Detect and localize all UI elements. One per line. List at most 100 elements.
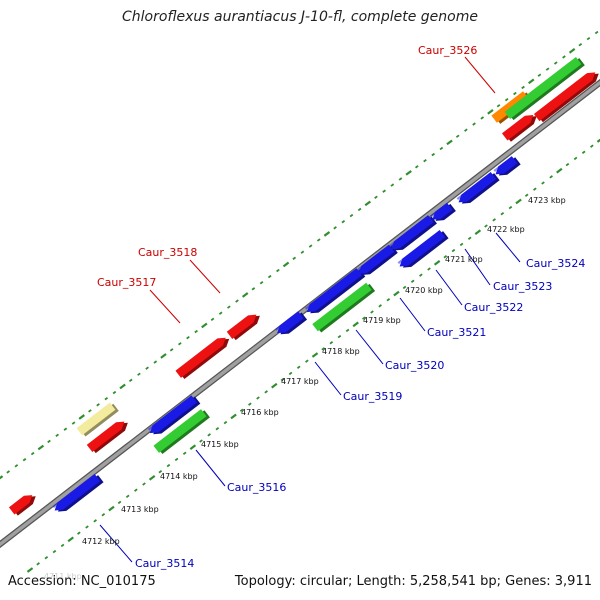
tick-mark [513, 91, 517, 96]
tick-mark [431, 152, 435, 157]
tick-mark [282, 261, 290, 268]
tick-mark [153, 360, 158, 364]
tick-mark [581, 150, 586, 154]
tick-mark [586, 36, 591, 41]
tick-mark [77, 531, 81, 535]
tick-mark [137, 372, 141, 376]
tick-mark [464, 128, 468, 132]
tick-mark [241, 292, 249, 298]
tick-mark [96, 403, 100, 407]
tick-mark [386, 298, 391, 302]
tick-mark [405, 170, 412, 176]
scale-label-4720: 4720 kbp [405, 286, 443, 295]
genome-summary-text: Topology: circular; Length: 5,258,541 bp… [234, 574, 592, 589]
tick-mark [276, 268, 280, 273]
gene-block-caur-3523[interactable] [456, 171, 500, 209]
tick-mark [472, 122, 476, 126]
tick-mark [182, 451, 187, 455]
tick-mark [402, 285, 407, 290]
gene-label-caur-3523[interactable]: Caur_3523 [493, 280, 552, 293]
gene-label-caur-3514[interactable]: Caur_3514 [135, 557, 194, 570]
callout-caur-3517 [149, 289, 181, 324]
tick-mark [524, 193, 529, 197]
gene-label-caur-3520[interactable]: Caur_3520 [385, 359, 444, 372]
tick-mark [88, 409, 92, 413]
tick-mark [305, 359, 309, 363]
tick-mark [393, 290, 400, 297]
gene-block-caur-3528[interactable] [533, 68, 600, 124]
tick-mark [248, 402, 252, 406]
tick-mark [484, 224, 488, 228]
tick-mark [578, 43, 583, 47]
gene-block-caur-3526[interactable] [504, 56, 585, 122]
scale-label-4711: 4711 kbp [44, 572, 82, 581]
tick-mark [545, 67, 550, 71]
gene-block-caur-3516[interactable] [153, 408, 210, 455]
tick-mark [439, 146, 444, 151]
gene-block-caur-3519[interactable] [274, 310, 308, 339]
tick-mark [230, 413, 237, 420]
scale-label-4721: 4721 kbp [445, 255, 483, 264]
gene-label-caur-3517[interactable]: Caur_3517 [97, 276, 156, 289]
gene-label-caur-3526[interactable]: Caur_3526 [418, 44, 477, 57]
tick-mark [370, 310, 374, 314]
gene-block-caur-3515[interactable] [86, 417, 131, 455]
gene-label-caur-3524[interactable]: Caur_3524 [526, 257, 585, 270]
gene-block-caur-3514[interactable] [52, 473, 104, 517]
scale-label-4713: 4713 kbp [121, 505, 159, 514]
tick-mark [78, 414, 85, 420]
tick-mark [515, 198, 522, 205]
tick-mark [160, 353, 167, 359]
tick-mark [467, 236, 472, 240]
tick-mark [446, 139, 453, 146]
gene-block-caur-3513[interactable] [8, 490, 39, 517]
tick-mark [71, 421, 76, 425]
gene-label-caur-3519[interactable]: Caur_3519 [343, 390, 402, 403]
tick-mark [158, 470, 163, 474]
callout-caur-3520 [355, 329, 384, 365]
tick-mark [316, 238, 321, 242]
gene-block-caur-3522a[interactable] [388, 214, 437, 255]
tick-mark [288, 371, 293, 376]
gene-block-caur-3522[interactable] [397, 229, 449, 273]
tick-mark [504, 97, 509, 102]
tick-marks [0, 30, 600, 573]
tick-mark [357, 207, 362, 212]
gene-block-caur-3519b[interactable] [304, 267, 366, 318]
tick-mark [427, 267, 431, 271]
tick-mark [374, 195, 378, 199]
tick-mark [112, 390, 117, 395]
gene-block-caur-3521[interactable] [356, 243, 398, 279]
gene-block-pale[interactable] [76, 401, 119, 437]
tick-mark [125, 494, 130, 498]
gene-label-caur-3521[interactable]: Caur_3521 [427, 326, 486, 339]
tick-mark [142, 482, 146, 486]
tick-mark [235, 299, 239, 303]
gene-block-caur-3517[interactable] [175, 333, 231, 380]
gene-label-caur-3522[interactable]: Caur_3522 [464, 301, 523, 314]
gene-label-caur-3516[interactable]: Caur_3516 [227, 481, 286, 494]
tick-mark [549, 175, 553, 179]
gene-block-caur-3518[interactable] [226, 310, 263, 341]
tick-mark [562, 55, 566, 59]
tick-mark [308, 244, 313, 248]
tick-mark [93, 519, 97, 523]
gene-block-caur-3520[interactable] [312, 281, 376, 333]
gene-block-caur-3527[interactable] [501, 110, 539, 143]
tick-mark [169, 348, 174, 352]
gene-block-caur-3524[interactable] [493, 155, 521, 180]
gene-block-caur-3516a[interactable] [147, 394, 201, 439]
outer-tick-row [0, 30, 599, 480]
scale-label-4716: 4716 kbp [241, 408, 279, 417]
gene-features [8, 56, 600, 517]
tick-mark [44, 556, 49, 560]
gene-block-caur-3523a[interactable] [430, 202, 456, 226]
gene-label-caur-3518[interactable]: Caur_3518 [138, 246, 197, 259]
tick-mark [52, 549, 57, 554]
tick-mark [267, 274, 272, 279]
tick-mark [556, 167, 563, 174]
callout-caur-3521 [399, 297, 426, 332]
tick-mark [36, 562, 40, 566]
tick-mark [419, 273, 423, 277]
